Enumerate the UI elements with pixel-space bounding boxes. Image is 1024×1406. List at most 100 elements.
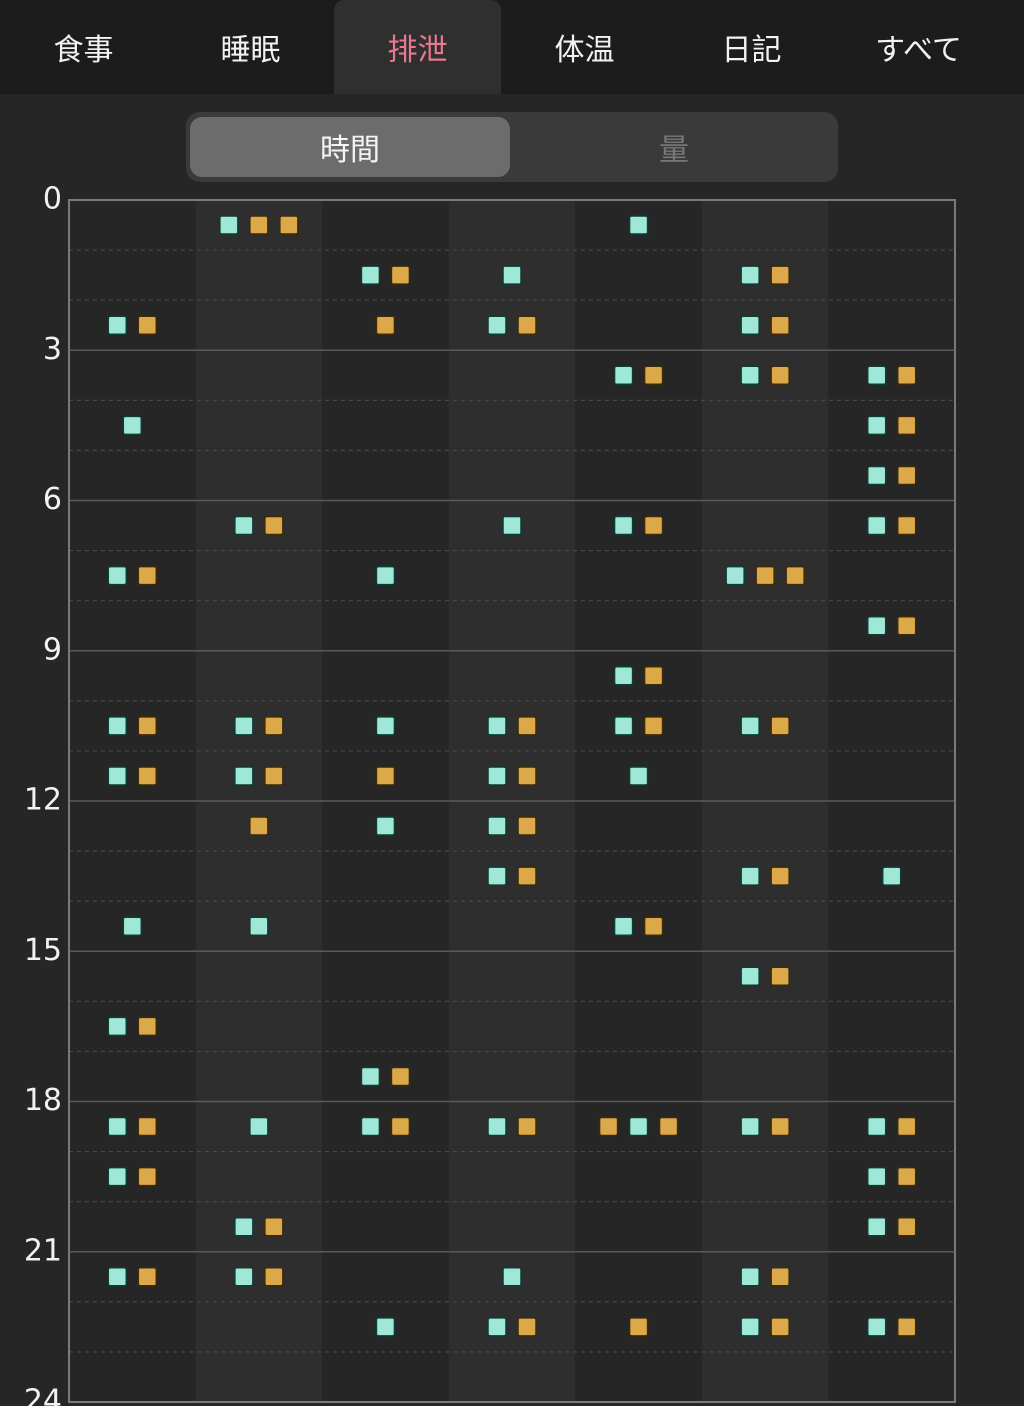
event-marker-teal [613, 916, 634, 936]
event-marker-gold [264, 1267, 284, 1287]
event-marker-teal [234, 766, 254, 786]
event-marker-teal [487, 1116, 507, 1137]
event-marker-teal [866, 615, 887, 636]
event-marker-teal [107, 1267, 128, 1287]
event-marker-gold [249, 816, 269, 836]
tab-all[interactable]: すべて [875, 33, 962, 68]
tab-temperature[interactable]: 体温 [554, 33, 615, 68]
event-marker-gold [643, 365, 664, 386]
y-tick-label: 6 [43, 482, 62, 517]
event-marker-teal [502, 1267, 522, 1287]
event-marker-gold [896, 515, 917, 536]
event-marker-teal [107, 1166, 128, 1187]
y-tick-label: 9 [43, 632, 62, 667]
event-marker-teal [613, 365, 634, 386]
event-marker-gold [517, 1317, 537, 1337]
tab-sleep[interactable]: 睡眠 [220, 33, 281, 68]
event-marker-teal [502, 265, 522, 285]
event-marker-gold [755, 565, 775, 586]
event-marker-gold [770, 866, 790, 886]
event-marker-gold [137, 1267, 158, 1287]
event-marker-gold [390, 265, 411, 285]
segment-amount[interactable]: 量 [659, 133, 689, 168]
event-marker-teal [487, 315, 507, 335]
event-marker-teal [487, 866, 507, 886]
event-marker-gold [137, 1016, 158, 1037]
event-marker-gold [785, 565, 805, 586]
event-marker-gold [598, 1116, 619, 1137]
event-marker-teal [487, 1317, 507, 1337]
event-marker-gold [375, 766, 396, 786]
event-marker-teal [740, 966, 760, 987]
event-marker-teal [375, 816, 396, 836]
event-marker-teal [866, 1116, 887, 1137]
tab-diary[interactable]: 日記 [721, 33, 782, 68]
event-marker-gold [896, 415, 917, 436]
y-tick-label: 24 [24, 1384, 62, 1406]
segment-time[interactable]: 時間 [190, 117, 510, 177]
event-marker-gold [137, 315, 158, 335]
event-marker-teal [122, 916, 143, 936]
event-marker-teal [740, 315, 760, 335]
event-marker-teal [487, 766, 507, 786]
event-marker-teal [234, 1216, 254, 1237]
event-marker-teal [866, 1317, 887, 1337]
event-marker-gold [279, 215, 299, 235]
event-marker-teal [375, 565, 396, 586]
event-marker-gold [264, 1216, 284, 1237]
event-marker-teal [866, 365, 887, 386]
event-marker-teal [866, 1166, 887, 1187]
event-marker-gold [770, 265, 790, 285]
event-marker-teal [628, 215, 649, 235]
event-marker-gold [770, 365, 790, 386]
y-tick-label: 18 [24, 1083, 62, 1118]
event-marker-teal [613, 666, 634, 686]
event-marker-gold [896, 1116, 917, 1137]
event-marker-gold [517, 1116, 537, 1137]
event-marker-teal [740, 1267, 760, 1287]
event-marker-gold [643, 716, 664, 736]
event-marker-teal [740, 1317, 760, 1337]
event-marker-gold [137, 565, 158, 586]
view-mode-segmented-control: 時間 量 [186, 112, 838, 182]
event-marker-teal [487, 716, 507, 736]
event-marker-teal [249, 916, 269, 936]
event-marker-teal [219, 215, 239, 235]
y-tick-label: 3 [43, 332, 62, 367]
y-tick-label: 0 [43, 182, 62, 217]
event-marker-gold [896, 615, 917, 636]
event-marker-gold [137, 1166, 158, 1187]
event-marker-gold [770, 1317, 790, 1337]
event-marker-gold [770, 966, 790, 987]
event-marker-gold [517, 766, 537, 786]
event-marker-gold [137, 766, 158, 786]
event-marker-teal [725, 565, 745, 586]
event-marker-gold [896, 365, 917, 386]
event-marker-gold [770, 1116, 790, 1137]
event-marker-gold [770, 716, 790, 736]
tab-meal[interactable]: 食事 [53, 33, 114, 68]
event-marker-gold [770, 1267, 790, 1287]
event-marker-gold [264, 716, 284, 736]
event-marker-teal [866, 465, 887, 486]
event-marker-teal [740, 1116, 760, 1137]
event-marker-gold [896, 1216, 917, 1237]
event-marker-gold [375, 315, 396, 335]
event-marker-gold [264, 766, 284, 786]
event-marker-gold [264, 515, 284, 536]
event-marker-gold [137, 716, 158, 736]
event-marker-teal [866, 1216, 887, 1237]
event-marker-teal [628, 766, 649, 786]
event-marker-teal [249, 1116, 269, 1137]
event-marker-gold [517, 816, 537, 836]
event-marker-gold [390, 1066, 411, 1087]
event-marker-teal [881, 866, 902, 886]
event-marker-gold [770, 315, 790, 335]
event-marker-teal [360, 1066, 381, 1087]
event-marker-teal [866, 415, 887, 436]
tab-excretion[interactable]: 排泄 [334, 0, 501, 94]
event-marker-teal [866, 515, 887, 536]
event-marker-gold [658, 1116, 679, 1137]
y-tick-label: 12 [24, 783, 62, 818]
